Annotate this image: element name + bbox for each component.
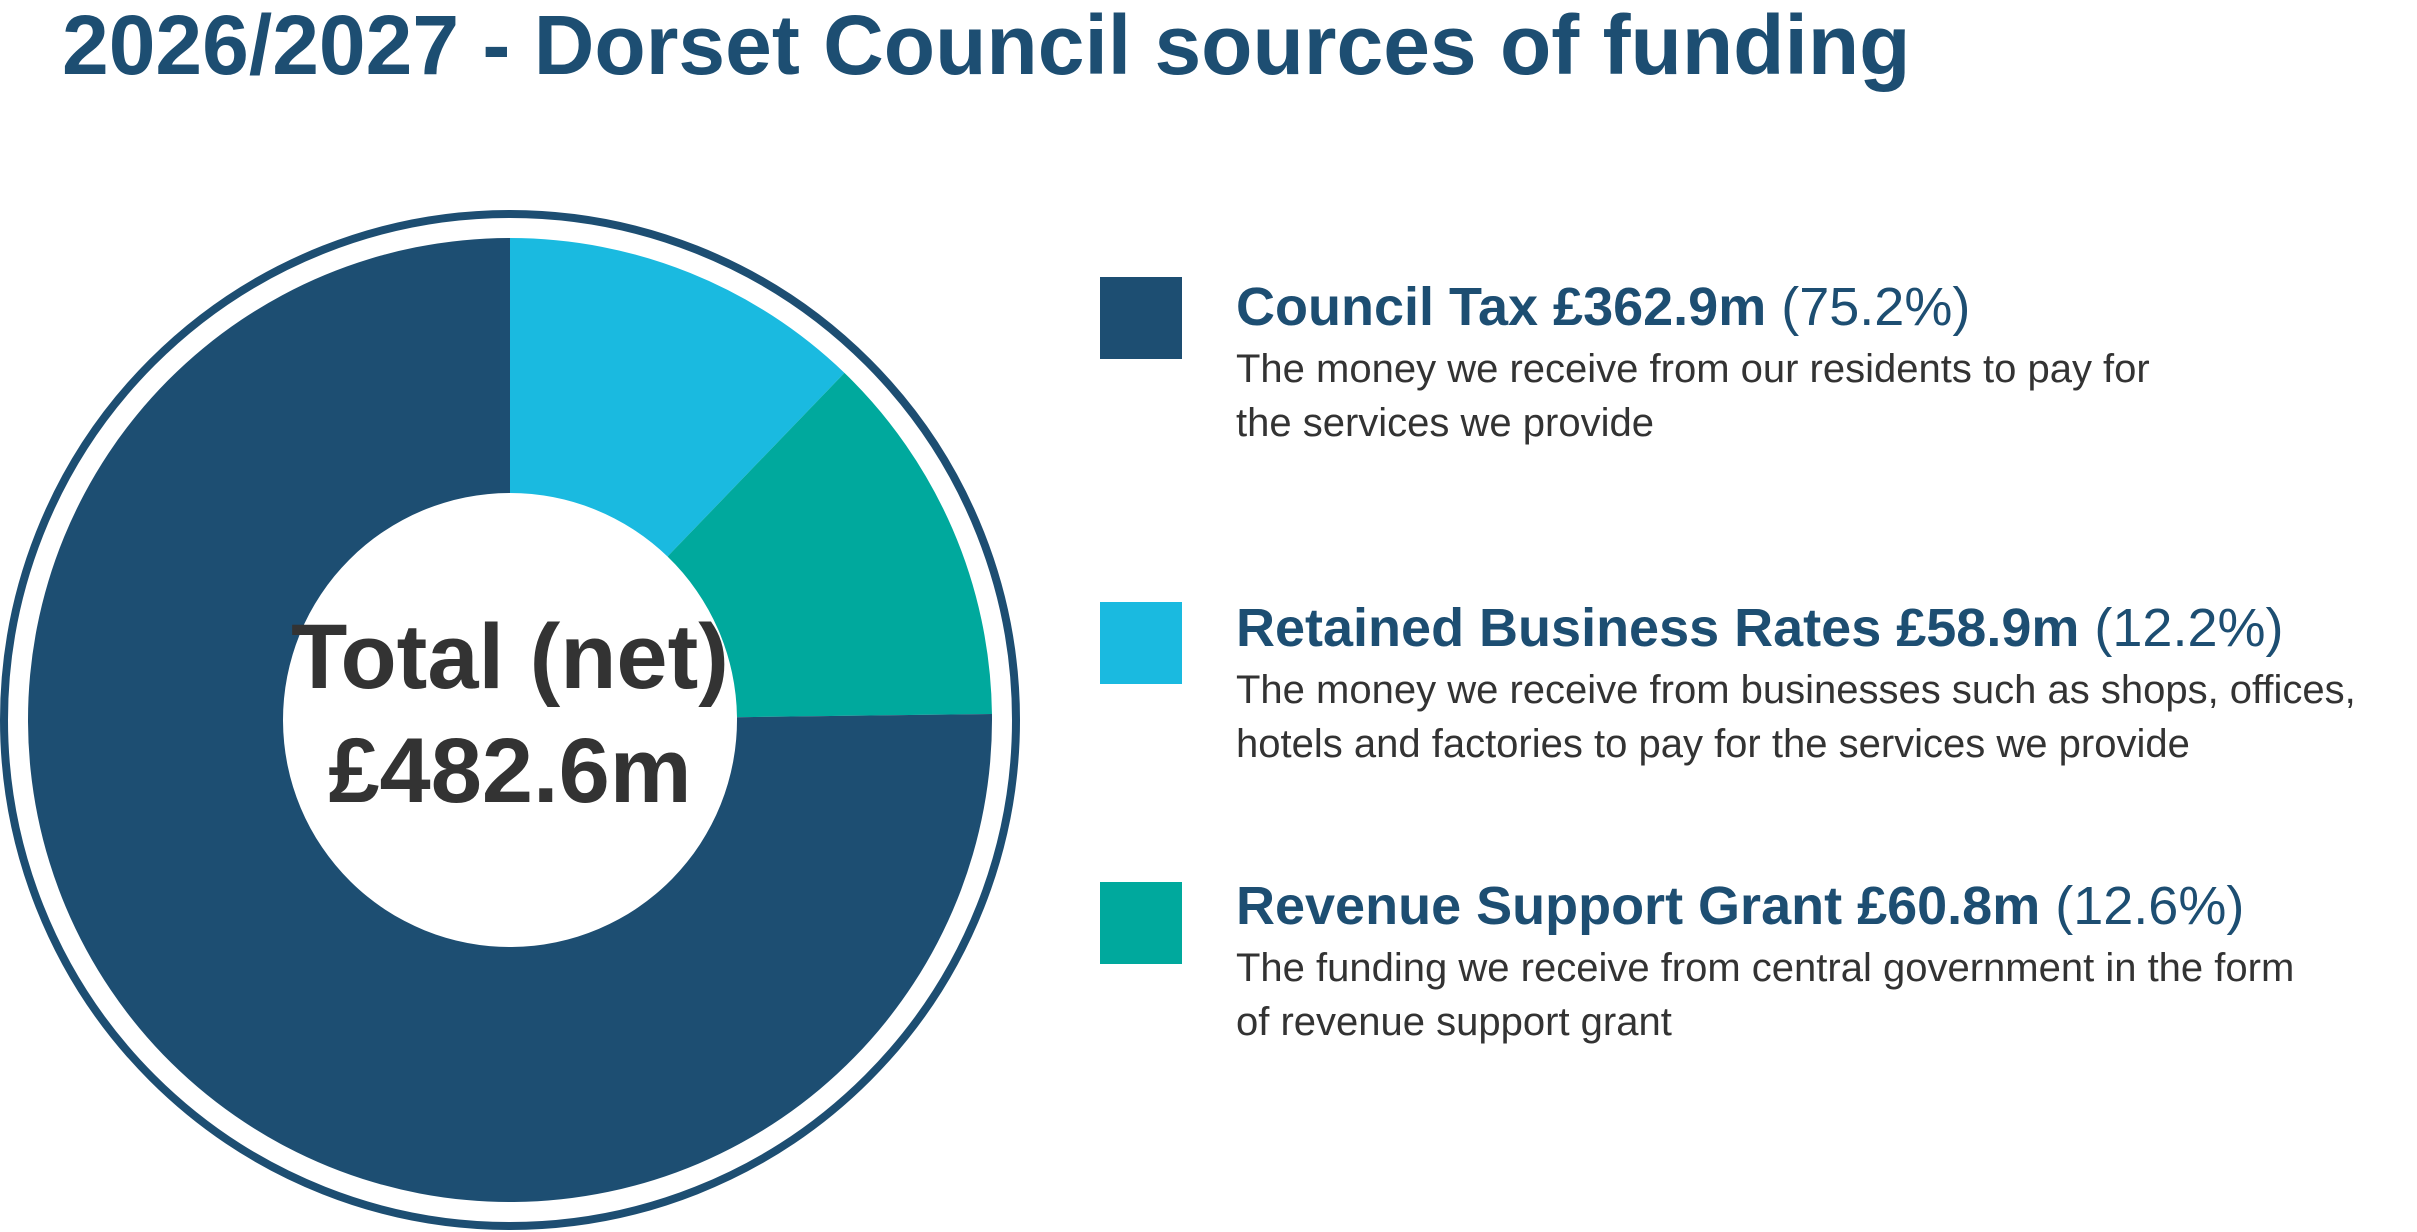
center-total-value: £482.6m	[328, 720, 691, 822]
legend-swatch-business-rates	[1100, 602, 1182, 684]
legend-heading-business-rates: Retained Business Rates £58.9m (12.2%)	[1236, 597, 2416, 659]
legend-name-council-tax: Council Tax £362.9m	[1236, 277, 1767, 337]
legend-name-business-rates: Retained Business Rates £58.9m	[1236, 598, 2080, 658]
legend-swatch-revenue-support-grant	[1100, 882, 1182, 964]
chart-title: 2026/2027 - Dorset Council sources of fu…	[62, 0, 1911, 92]
donut-slice-revenue-support-grant	[667, 372, 992, 718]
legend-desc-business-rates: The money we receive from businesses suc…	[1236, 668, 2356, 766]
legend-name-revenue-support-grant: Revenue Support Grant £60.8m	[1236, 876, 2041, 936]
donut-slice-retained-business-rates	[510, 238, 845, 557]
legend-heading-revenue-support-grant: Revenue Support Grant £60.8m (12.6%)	[1236, 875, 2416, 937]
donut-outer-ring	[0, 210, 1020, 1230]
legend-swatch-council-tax	[1100, 277, 1182, 359]
legend-text-council-tax: Council Tax £362.9m (75.2%) The money we…	[1236, 276, 2416, 450]
legend-pct-business-rates: (12.2%)	[2094, 598, 2284, 658]
center-total-label: Total (net)	[291, 606, 729, 708]
legend-desc-revenue-support-grant: The funding we receive from central gove…	[1236, 946, 2295, 1044]
legend-pct-council-tax: (75.2%)	[1781, 277, 1971, 337]
donut-slice-council-tax	[28, 238, 992, 1202]
donut-slices	[28, 238, 992, 1202]
donut-chart-svg: Total (net) £482.6m	[0, 210, 1020, 1230]
legend-pct-revenue-support-grant: (12.6%)	[2055, 876, 2245, 936]
legend-desc-council-tax: The money we receive from our residents …	[1236, 347, 2150, 445]
legend-text-business-rates: Retained Business Rates £58.9m (12.2%) T…	[1236, 597, 2416, 771]
legend-heading-council-tax: Council Tax £362.9m (75.2%)	[1236, 276, 2416, 338]
donut-chart: Total (net) £482.6m	[0, 210, 1020, 1230]
legend-text-revenue-support-grant: Revenue Support Grant £60.8m (12.6%) The…	[1236, 875, 2416, 1049]
